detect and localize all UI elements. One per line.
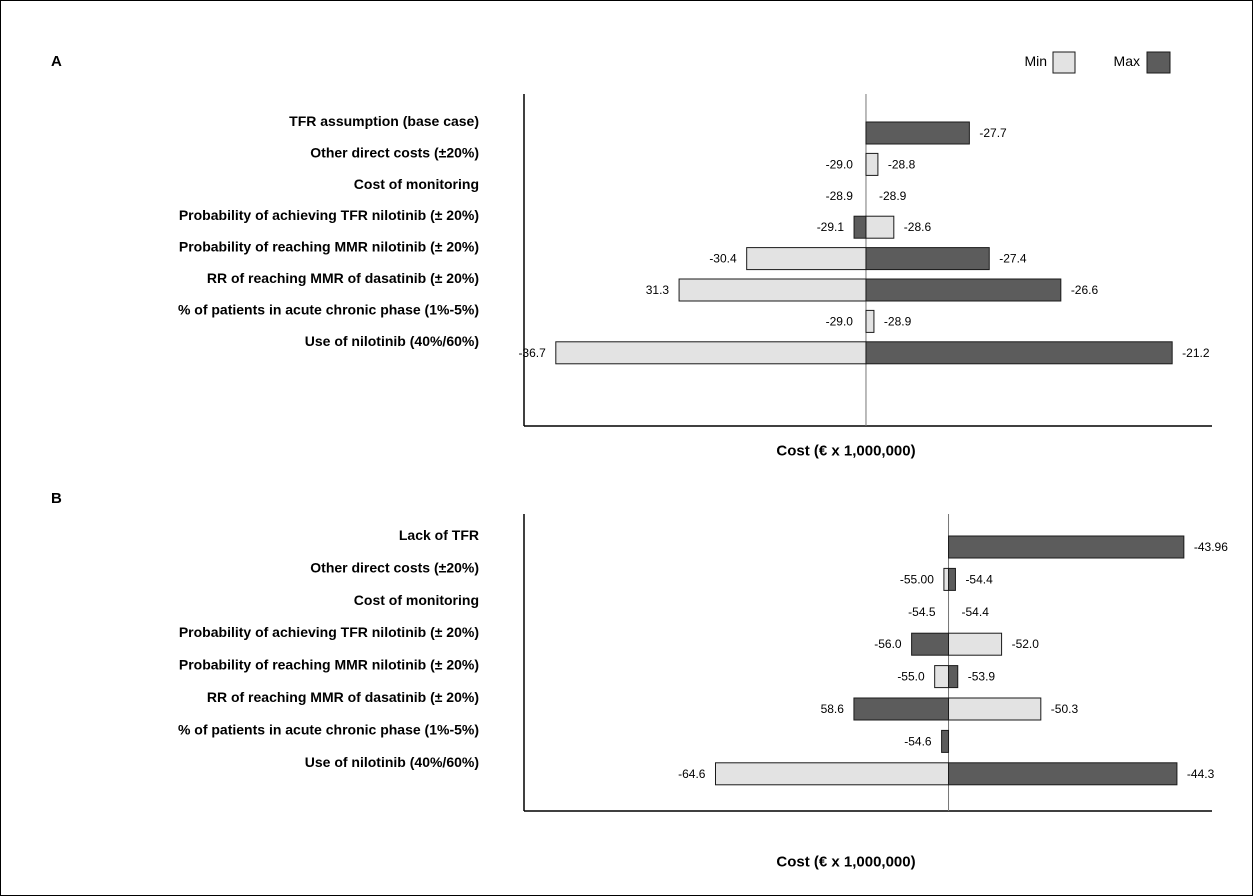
x-axis-title: Cost (€ x 1,000,000) [776, 854, 915, 871]
bar-min [678, 278, 867, 302]
data-label-min: -29.1 [817, 220, 845, 234]
data-label-max: -44.3 [1187, 767, 1215, 781]
data-label-max: -54.4 [965, 572, 993, 586]
data-label-max: -27.4 [999, 252, 1027, 266]
category-label: Other direct costs (±20%) [310, 144, 479, 160]
category-label: Other direct costs (±20%) [310, 559, 479, 575]
category-label: Lack of TFR [399, 527, 479, 543]
bar-min [948, 697, 1042, 721]
bar-min [865, 215, 895, 239]
legend-min-swatch [1052, 51, 1076, 74]
category-label: Use of nilotinib (40%/60%) [305, 333, 479, 349]
data-label-max: -53.9 [968, 670, 996, 684]
data-label-min: -55.00 [900, 572, 934, 586]
bar-max [911, 632, 950, 656]
category-label: Probability of achieving TFR nilotinib (… [179, 624, 479, 640]
data-label-min: -56.0 [874, 637, 902, 651]
data-label-min: -54.6 [904, 734, 932, 748]
category-label: RR of reaching MMR of dasatinib (± 20%) [207, 689, 479, 705]
data-label-max: -28.9 [879, 189, 907, 203]
legend-max-label: Max [1114, 53, 1140, 69]
bar-max [853, 215, 867, 239]
category-label: Probability of achieving TFR nilotinib (… [179, 207, 479, 223]
legend-max-swatch [1146, 51, 1171, 74]
bar-max [941, 729, 950, 753]
panel-label: B [51, 490, 62, 507]
category-label: Probability of reaching MMR nilotinib (±… [179, 657, 479, 673]
data-label-max: -21.2 [1182, 346, 1210, 360]
data-label-min: -29.0 [826, 314, 854, 328]
data-label-min: -64.6 [678, 767, 706, 781]
bar-min [934, 665, 950, 689]
bar-max [865, 247, 990, 271]
category-label: Cost of monitoring [354, 592, 479, 608]
bar-min [948, 632, 1003, 656]
bar-min [865, 309, 875, 333]
bar-max [948, 665, 959, 689]
bar-min [714, 762, 950, 786]
category-label: Use of nilotinib (40%/60%) [305, 754, 479, 770]
bar-min [555, 341, 867, 365]
data-label-max: -26.6 [1071, 283, 1099, 297]
bar-max [948, 567, 956, 591]
data-label-max: -43.96 [1194, 540, 1228, 554]
category-label: % of patients in acute chronic phase (1%… [178, 721, 479, 737]
data-label-max: -28.6 [904, 220, 932, 234]
bar-min [943, 567, 950, 591]
category-label: Probability of reaching MMR nilotinib (±… [179, 239, 479, 255]
legend: Min Max [1024, 51, 1171, 74]
data-label-min: -30.4 [709, 252, 737, 266]
data-label-min: -28.9 [826, 189, 854, 203]
bar-max [853, 697, 950, 721]
bar-min [746, 247, 867, 271]
bar-max [865, 341, 1173, 365]
data-label-min: -55.0 [897, 670, 925, 684]
category-label: Cost of monitoring [354, 176, 479, 192]
data-label-min: -36.7 [518, 346, 546, 360]
data-label-max: -28.9 [884, 314, 912, 328]
bar-min [865, 152, 879, 176]
panel-a: A TFR assumption (base case) -27.7 Other di… [51, 53, 1212, 460]
panel-label: A [51, 53, 62, 70]
data-label-max: -50.3 [1051, 702, 1079, 716]
data-label-max: -28.8 [888, 157, 916, 171]
category-label: RR of reaching MMR of dasatinib (± 20%) [207, 270, 479, 286]
bar-max [948, 535, 1185, 559]
legend-min-label: Min [1024, 53, 1047, 69]
data-label-max: -54.4 [962, 605, 990, 619]
bar-max [948, 762, 1178, 786]
data-label-max: -27.7 [979, 126, 1007, 140]
category-label: % of patients in acute chronic phase (1%… [178, 301, 479, 317]
bar-max [865, 278, 1062, 302]
data-label-min: -54.5 [908, 605, 936, 619]
data-label-min: 31.3 [646, 283, 670, 297]
data-label-min: -29.0 [826, 157, 854, 171]
chart-panels: A TFR assumption (base case) -27.7 Other di… [51, 53, 1228, 871]
bar-max [865, 121, 970, 145]
x-axis-title: Cost (€ x 1,000,000) [776, 443, 915, 460]
category-label: TFR assumption (base case) [289, 113, 479, 129]
data-label-min: 58.6 [821, 702, 845, 716]
data-label-max: -52.0 [1012, 637, 1040, 651]
panel-b: B Lack of TFR -43.96 Other direct costs (±2… [51, 490, 1228, 871]
